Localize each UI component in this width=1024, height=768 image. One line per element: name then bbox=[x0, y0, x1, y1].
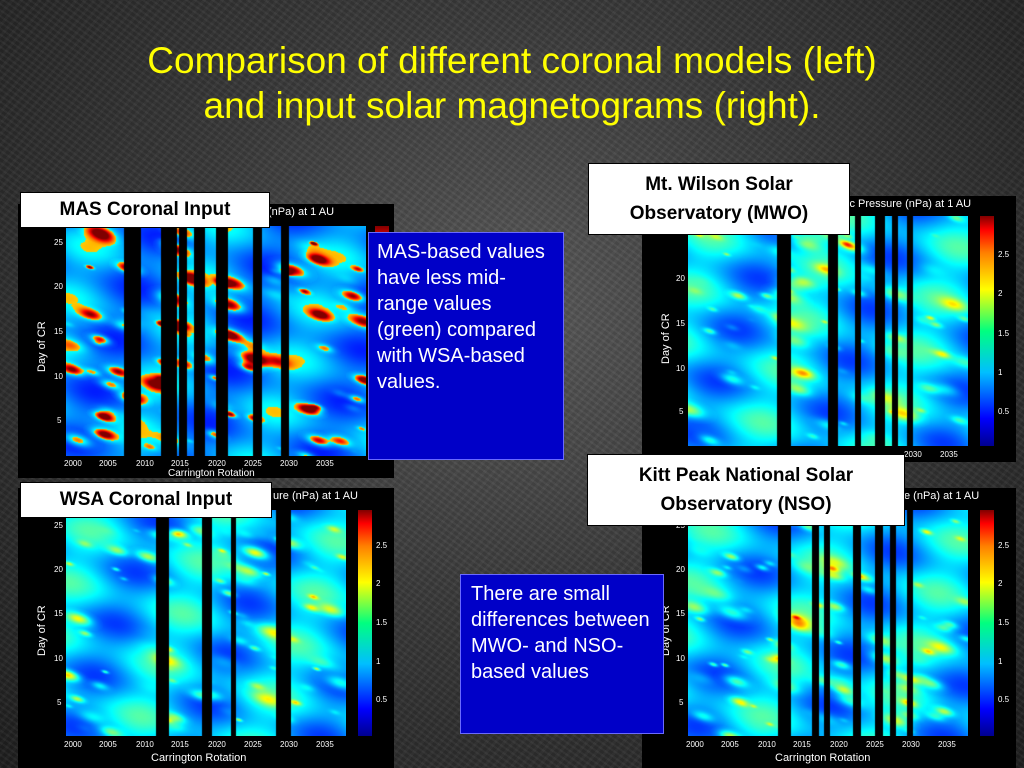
x-tick: 2030 bbox=[280, 459, 298, 468]
heatmap-plot bbox=[688, 510, 968, 736]
y-axis-label: Day of CR bbox=[660, 313, 672, 364]
y-axis-label: Day of CR bbox=[36, 321, 48, 372]
difference-note-text: There are small differences between MWO-… bbox=[471, 583, 650, 683]
title-line-1: Comparison of different coronal models (… bbox=[147, 40, 877, 81]
x-tick: 2030 bbox=[902, 740, 920, 749]
mwo-label: Mt. Wilson Solar Observatory (MWO) bbox=[588, 163, 850, 235]
y-tick: 5 bbox=[679, 407, 684, 416]
x-tick: 2020 bbox=[830, 740, 848, 749]
y-tick: 20 bbox=[54, 282, 63, 291]
mwo-heatmap-panel: ic Pressure (nPa) at 1 AU Day of CR 2.5 … bbox=[642, 196, 1016, 462]
x-tick: 2000 bbox=[64, 459, 82, 468]
y-tick: 10 bbox=[676, 364, 685, 373]
colorbar-tick: 0.5 bbox=[376, 695, 388, 704]
heatmap-plot bbox=[688, 216, 968, 446]
nso-label-line-1: Kitt Peak National Solar bbox=[638, 465, 854, 486]
colorbar-tick: 1 bbox=[998, 657, 1003, 666]
nso-heatmap-panel: e (nPa) at 1 AU Day of CR 2.5 2 1.5 1 0.… bbox=[642, 488, 1016, 768]
y-tick: 5 bbox=[57, 416, 62, 425]
y-tick: 20 bbox=[676, 274, 685, 283]
colorbar bbox=[980, 510, 994, 736]
y-tick: 20 bbox=[54, 565, 63, 574]
mas-note: MAS-based values have less mid-range val… bbox=[368, 232, 564, 460]
x-tick: 2020 bbox=[208, 459, 226, 468]
x-tick: 2005 bbox=[721, 740, 739, 749]
y-tick: 15 bbox=[54, 609, 63, 618]
slide-title: Comparison of different coronal models (… bbox=[0, 38, 1024, 128]
x-tick: 2015 bbox=[171, 740, 189, 749]
panel-title: ic Pressure (nPa) at 1 AU bbox=[847, 198, 972, 210]
colorbar-tick: 2 bbox=[998, 289, 1003, 298]
mwo-label-line-1: Mt. Wilson Solar bbox=[645, 174, 793, 195]
colorbar-tick: 0.5 bbox=[998, 407, 1010, 416]
y-tick: 15 bbox=[54, 327, 63, 336]
x-tick: 2035 bbox=[940, 450, 958, 459]
colorbar-tick: 1 bbox=[376, 657, 381, 666]
y-tick: 25 bbox=[54, 521, 63, 530]
mas-label-text: MAS Coronal Input bbox=[59, 199, 231, 220]
x-axis-label: Carrington Rotation bbox=[775, 752, 871, 764]
x-tick: 2015 bbox=[793, 740, 811, 749]
wsa-label-text: WSA Coronal Input bbox=[59, 489, 233, 510]
heatmap-plot bbox=[66, 510, 346, 736]
x-tick: 2035 bbox=[316, 740, 334, 749]
mwo-label-line-2: Observatory (MWO) bbox=[629, 203, 809, 224]
colorbar-tick: 2.5 bbox=[998, 250, 1010, 259]
colorbar-tick: 2.5 bbox=[376, 541, 388, 550]
mas-heatmap-panel: (nPa) at 1 AU Day of CR 25 20 15 10 5 bbox=[18, 204, 394, 458]
x-tick: 2035 bbox=[316, 459, 334, 468]
nso-label-line-2: Observatory (NSO) bbox=[660, 494, 832, 515]
x-tick: 2035 bbox=[938, 740, 956, 749]
x-tick: 2000 bbox=[686, 740, 704, 749]
colorbar-tick: 1.5 bbox=[998, 618, 1010, 627]
y-tick: 15 bbox=[676, 609, 685, 618]
panel-title: (nPa) at 1 AU bbox=[268, 206, 335, 218]
x-tick: 2030 bbox=[904, 450, 922, 459]
colorbar-tick: 2 bbox=[998, 579, 1003, 588]
wsa-label: WSA Coronal Input bbox=[20, 482, 272, 518]
x-tick: 2025 bbox=[244, 459, 262, 468]
x-tick: 2005 bbox=[99, 459, 117, 468]
x-tick: 2000 bbox=[64, 740, 82, 749]
y-tick: 10 bbox=[676, 654, 685, 663]
colorbar-tick: 1.5 bbox=[998, 329, 1010, 338]
panel-title: ure (nPa) at 1 AU bbox=[273, 490, 358, 502]
colorbar-tick: 2 bbox=[376, 579, 381, 588]
mas-label: MAS Coronal Input bbox=[20, 192, 270, 228]
colorbar-tick: 2.5 bbox=[998, 541, 1010, 550]
x-axis-label: Carrington Rotation bbox=[168, 468, 255, 479]
y-tick: 5 bbox=[679, 698, 684, 707]
colorbar-tick: 1.5 bbox=[376, 618, 388, 627]
y-tick: 25 bbox=[54, 238, 63, 247]
difference-note: There are small differences between MWO-… bbox=[460, 574, 664, 734]
x-tick: 2010 bbox=[136, 740, 154, 749]
x-tick: 2030 bbox=[280, 740, 298, 749]
mas-note-text: MAS-based values have less mid-range val… bbox=[377, 241, 545, 393]
panel-title: e (nPa) at 1 AU bbox=[904, 490, 980, 502]
heatmap-plot bbox=[66, 226, 366, 456]
nso-label: Kitt Peak National Solar Observatory (NS… bbox=[587, 454, 905, 526]
y-tick: 20 bbox=[676, 565, 685, 574]
x-axis-label: Carrington Rotation bbox=[151, 752, 247, 764]
y-tick: 10 bbox=[54, 654, 63, 663]
x-tick: 2015 bbox=[171, 459, 189, 468]
y-tick: 5 bbox=[57, 698, 62, 707]
x-tick: 2025 bbox=[866, 740, 884, 749]
mas-axis-strip: 2000 2005 2010 2015 2020 2025 2030 2035 … bbox=[18, 458, 394, 479]
title-line-2: and input solar magnetograms (right). bbox=[203, 85, 821, 126]
x-tick: 2020 bbox=[208, 740, 226, 749]
y-tick: 10 bbox=[54, 372, 63, 381]
colorbar bbox=[358, 510, 372, 736]
y-tick: 15 bbox=[676, 319, 685, 328]
x-tick: 2010 bbox=[758, 740, 776, 749]
x-tick: 2005 bbox=[99, 740, 117, 749]
y-axis-label: Day of CR bbox=[36, 605, 48, 656]
colorbar bbox=[980, 216, 994, 446]
wsa-heatmap-panel: ure (nPa) at 1 AU Day of CR 2.5 2 1.5 1 … bbox=[18, 488, 394, 768]
x-tick: 2025 bbox=[244, 740, 262, 749]
colorbar-tick: 1 bbox=[998, 368, 1003, 377]
x-tick: 2010 bbox=[136, 459, 154, 468]
colorbar-tick: 0.5 bbox=[998, 695, 1010, 704]
